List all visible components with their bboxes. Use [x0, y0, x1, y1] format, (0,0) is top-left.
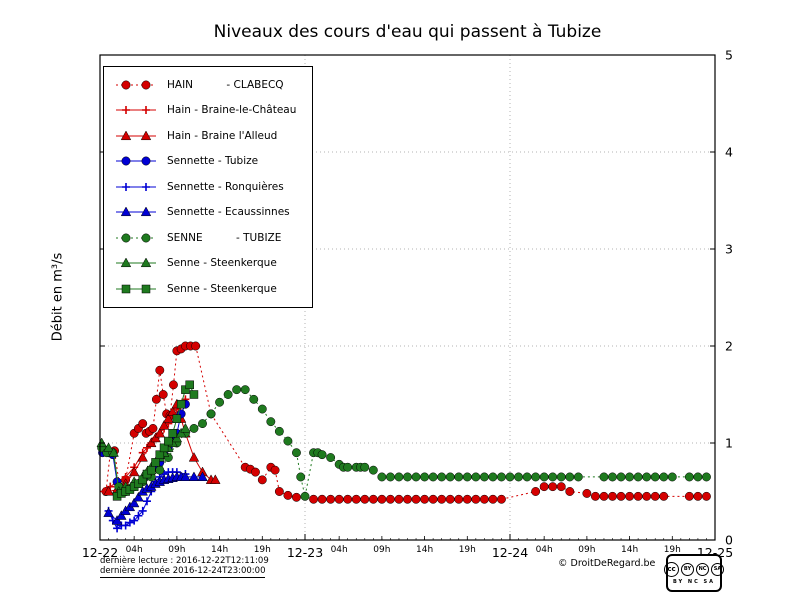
x-minor-tick-label: 14h [416, 545, 433, 555]
chart-title: Niveaux des cours d'eau qui passent à Tu… [213, 22, 602, 42]
legend-label: Sennette - Ecaussinnes [167, 206, 290, 219]
x-minor-tick-label: 09h [168, 545, 185, 555]
legend-item: Sennette - Ecaussinnes [104, 200, 312, 226]
cc-by-icon: BY [681, 562, 694, 576]
x-minor-tick-label: 19h [254, 545, 271, 555]
footer-last-data: dernière donnée 2016-12-24T23:00:00 [100, 566, 266, 578]
legend-item: Sennette - Ronquières [104, 174, 312, 200]
series-senne-steenkerque-2 [112, 380, 199, 501]
legend-label: Hain - Braine-le-Château [167, 104, 297, 117]
legend-label: Senne - Steenkerque [167, 282, 277, 295]
x-minor-tick-label: 04h [126, 545, 143, 555]
legend-label: Hain - Braine l'Alleud [167, 129, 278, 142]
legend-triangle-icon [116, 257, 156, 268]
legend-label: Sennette - Ronquières [167, 180, 284, 193]
legend-item: Hain - Braine l'Alleud [104, 123, 312, 149]
x-minor-tick-label: 14h [211, 545, 228, 555]
y-tick-label: 4 [725, 145, 733, 160]
credit-text: © DroitDeRegard.be [558, 558, 656, 569]
series-sennette-ecaussinnes [103, 471, 208, 525]
legend-item: Senne - Steenkerque [104, 276, 312, 302]
cc-caption: BY NC SA [673, 578, 715, 585]
legend-circle-icon [116, 80, 156, 90]
x-minor-tick-label: 09h [578, 545, 595, 555]
cc-icon: cc [664, 561, 679, 577]
legend: HAIN - CLABECQ Hain - Braine-le-Château Ha… [103, 66, 313, 308]
y-tick-label: 2 [725, 339, 733, 354]
x-minor-tick-label: 04h [536, 545, 553, 555]
cc-license-badge: cc BY NC SA BY NC SA [664, 554, 724, 592]
y-tick-label: 5 [725, 48, 733, 63]
legend-label: SENNE - TUBIZE [167, 231, 282, 244]
legend-label: Senne - Steenkerque [167, 257, 277, 270]
y-tick-label: 1 [725, 436, 733, 451]
x-minor-tick-label: 09h [373, 545, 390, 555]
legend-triangle-icon [116, 206, 156, 217]
x-minor-tick-label: 19h [664, 545, 681, 555]
legend-square-icon [116, 284, 156, 293]
y-tick-label: 3 [725, 242, 733, 257]
legend-plus-icon [116, 106, 156, 115]
x-major-tick-label: 12-24 [492, 545, 528, 560]
legend-label: Sennette - Tubize [167, 155, 259, 168]
cc-sa-icon: SA [711, 562, 724, 576]
cc-nc-icon: NC [696, 562, 709, 576]
legend-item: Sennette - Tubize [104, 149, 312, 175]
legend-item: SENNE - TUBIZE [104, 225, 312, 251]
x-major-tick-label: 12-23 [287, 545, 323, 560]
x-minor-tick-label: 14h [621, 545, 638, 555]
legend-item: HAIN - CLABECQ [104, 72, 312, 98]
footer-last-read: dernière lecture : 2016-12-22T12:11:09 [100, 556, 269, 566]
legend-triangle-icon [116, 130, 156, 140]
x-minor-tick-label: 19h [459, 545, 476, 555]
legend-circle-icon [116, 233, 156, 243]
legend-plus-icon [116, 182, 156, 191]
x-minor-tick-label: 04h [331, 545, 348, 555]
cc-icon-row: cc BY NC SA [664, 561, 724, 577]
legend-item: Senne - Steenkerque [104, 251, 312, 277]
y-tick-label: 0 [725, 533, 733, 548]
legend-label: HAIN - CLABECQ [167, 78, 284, 91]
legend-item: Hain - Braine-le-Château [104, 98, 312, 124]
y-axis-label: Débit en m³/s [50, 252, 66, 342]
x-major-tick-label: 12-22 [82, 545, 118, 560]
legend-circle-icon [116, 156, 156, 166]
